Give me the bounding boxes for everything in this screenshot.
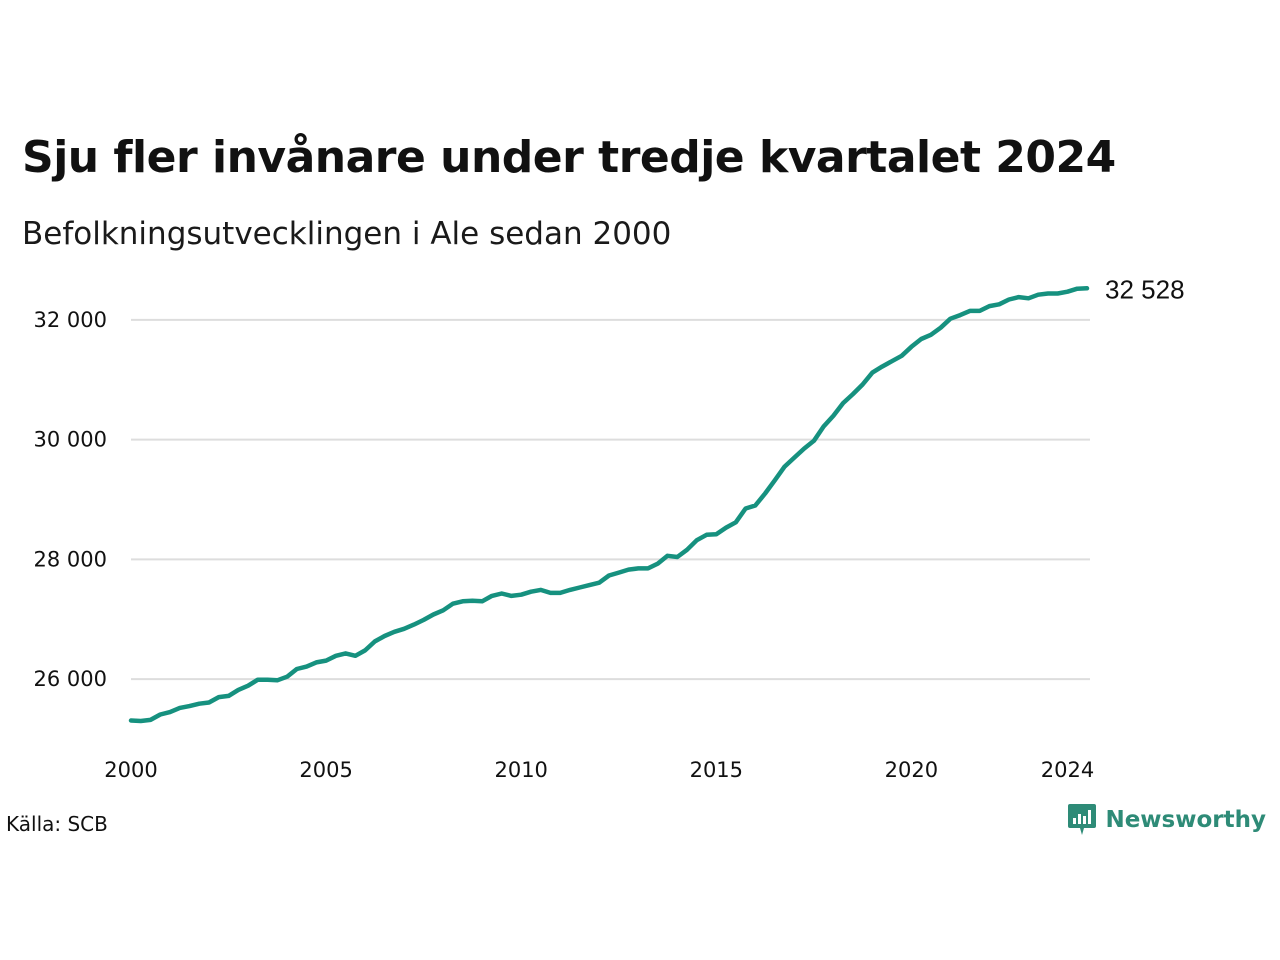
- brand-logo[interactable]: Newsworthy: [1067, 803, 1266, 837]
- x-tick-labels: 2000 2005 2010 2015 2020 2024: [104, 758, 1094, 782]
- chart-title: Sju fler invånare under tredje kvartalet…: [22, 132, 1116, 183]
- y-tick-label: 32 000: [34, 308, 107, 332]
- source-note: Källa: SCB: [6, 812, 108, 836]
- x-tick-label: 2015: [690, 758, 743, 782]
- x-tick-label: 2020: [885, 758, 938, 782]
- y-tick-label: 26 000: [34, 667, 107, 691]
- x-tick-label: 2010: [494, 758, 547, 782]
- y-tick-label: 28 000: [34, 547, 107, 571]
- y-tick-label: 30 000: [34, 428, 107, 452]
- series-layer: [128, 286, 1090, 724]
- chart-subtitle: Befolkningsutvecklingen i Ale sedan 2000: [22, 216, 672, 252]
- x-tick-label: 2005: [299, 758, 352, 782]
- x-tick-label: 2024: [1041, 758, 1094, 782]
- y-tick-labels: 26 000 28 000 30 000 32 000: [34, 308, 107, 691]
- end-label-layer: 32 528: [1105, 274, 1185, 304]
- population-series-line: [128, 286, 1090, 724]
- end-value-label: 32 528: [1105, 274, 1185, 304]
- grid-lines: [131, 318, 1090, 681]
- newsworthy-icon: [1068, 804, 1097, 835]
- x-tick-label: 2000: [104, 758, 157, 782]
- brand-name: Newsworthy: [1105, 807, 1266, 833]
